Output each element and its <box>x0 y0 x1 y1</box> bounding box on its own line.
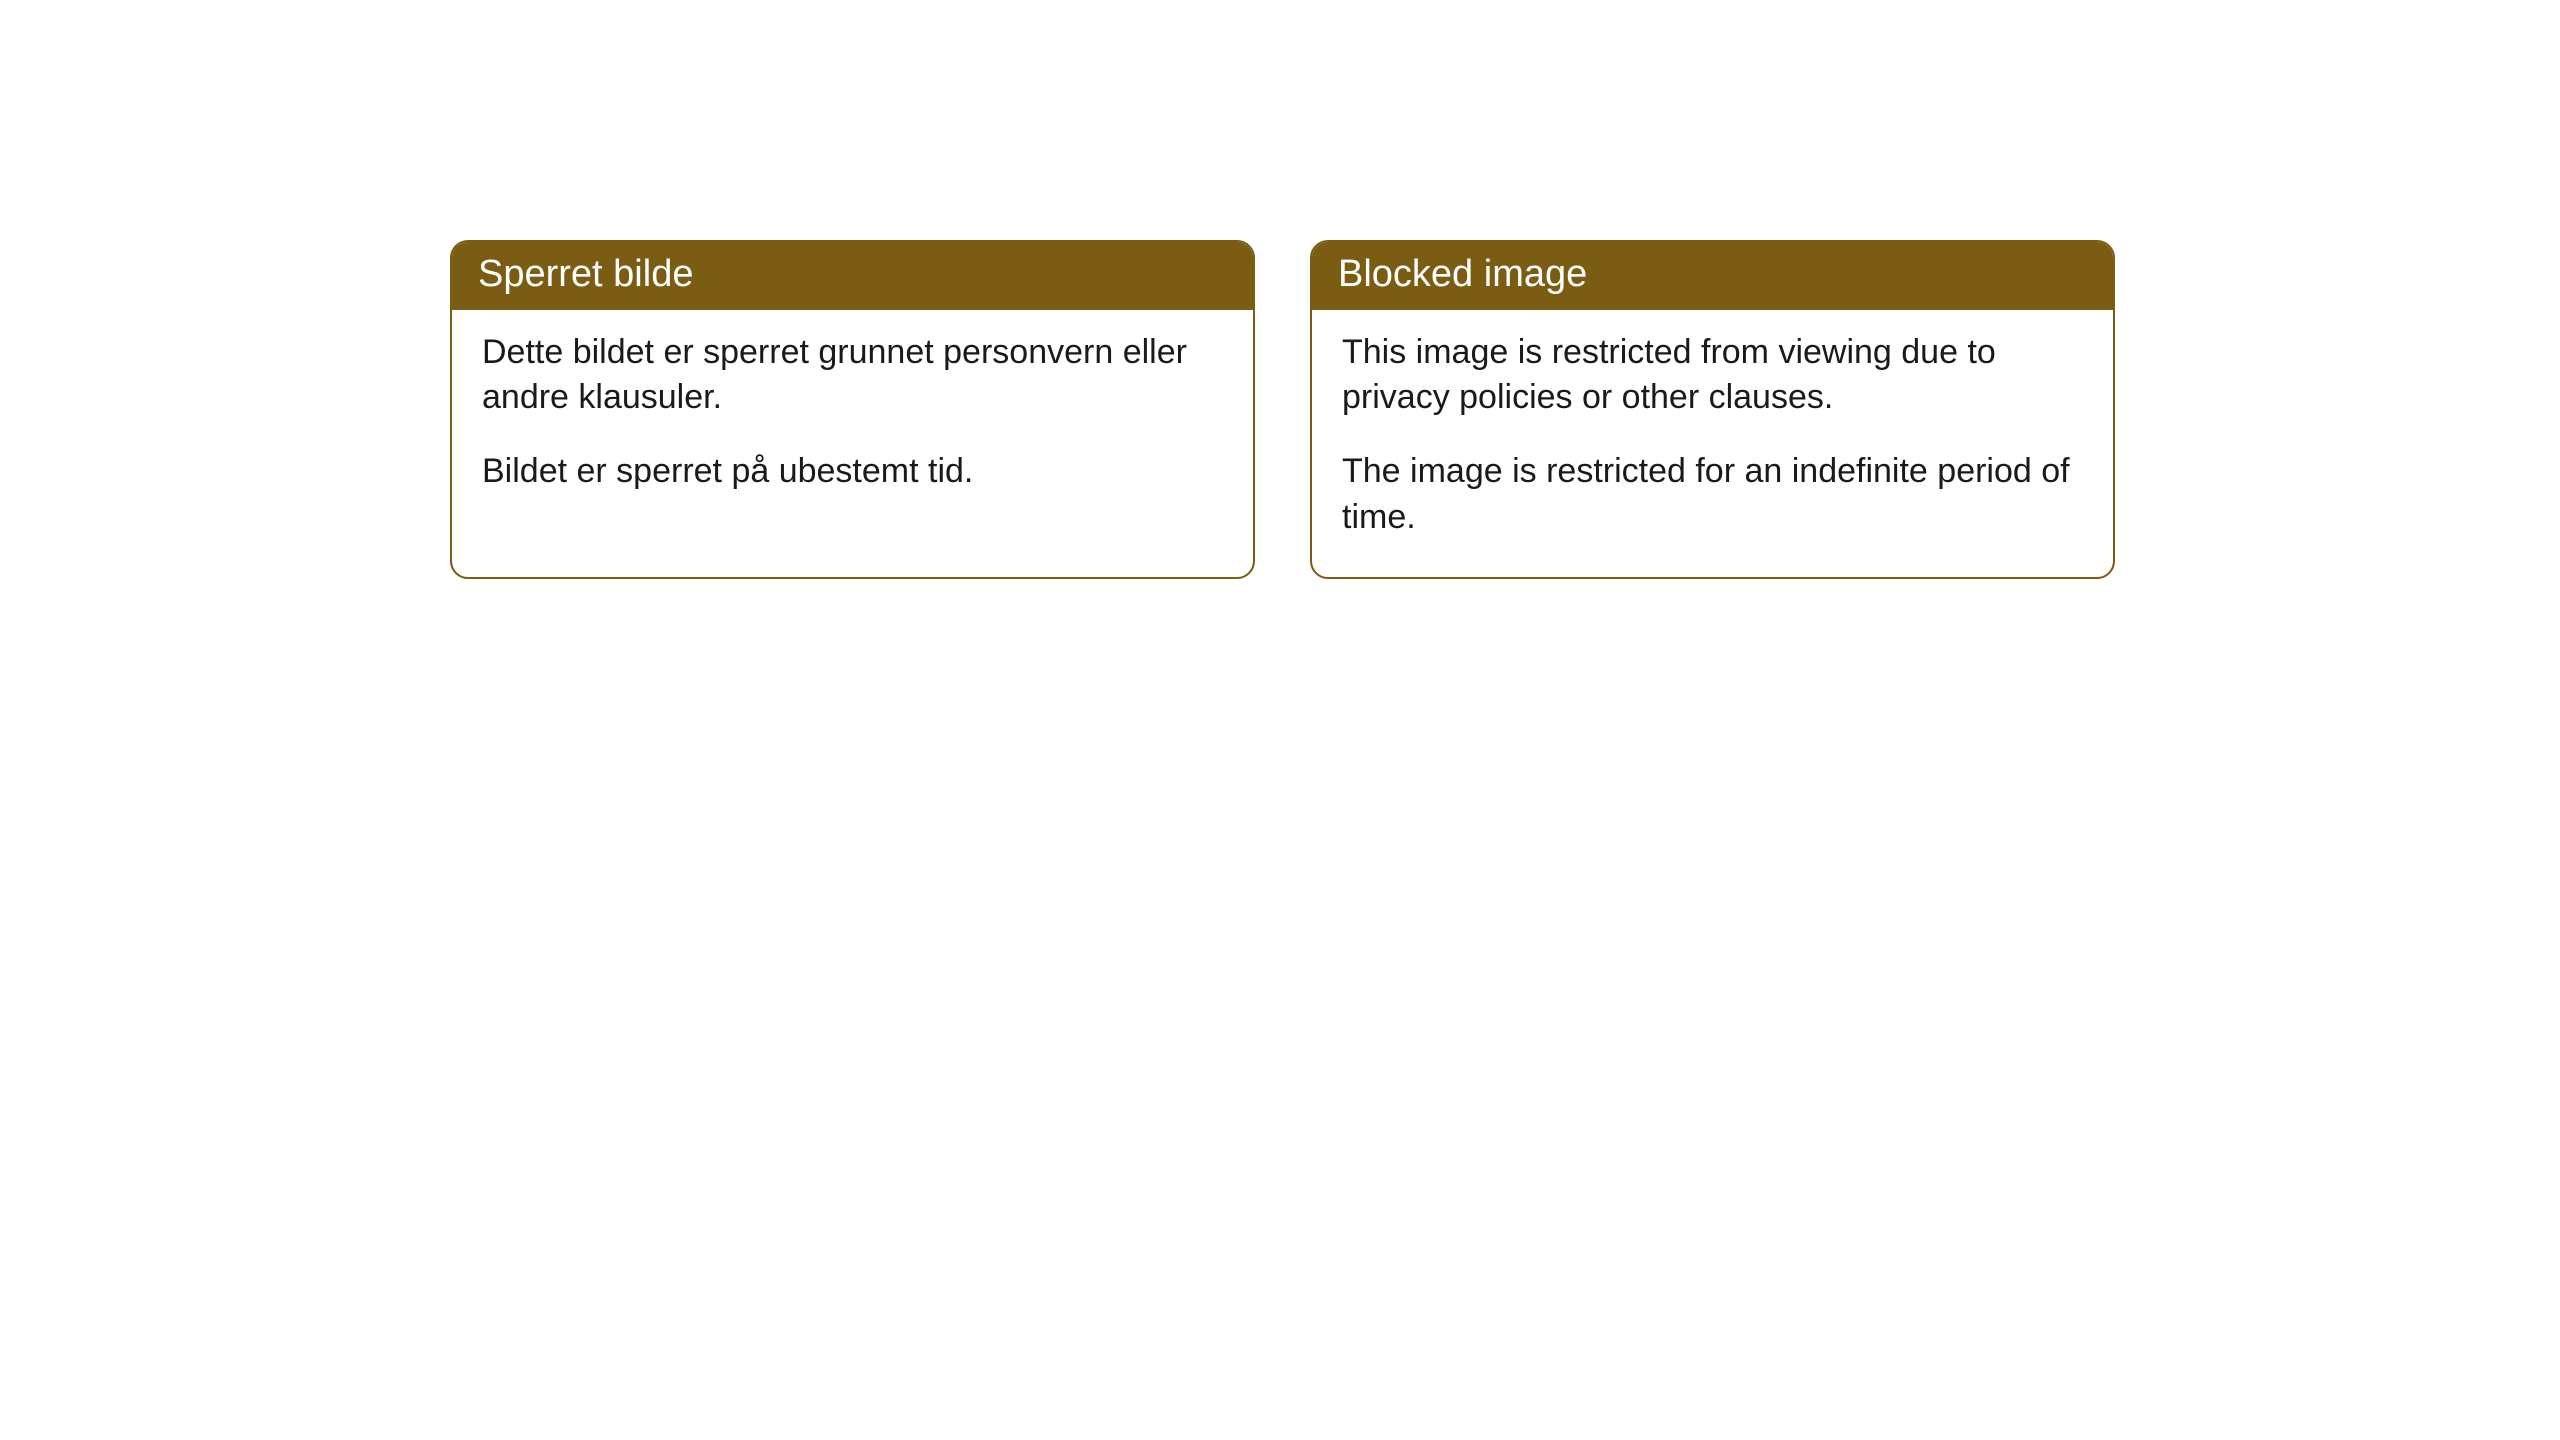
notice-card-norwegian: Sperret bilde Dette bildet er sperret gr… <box>450 240 1255 579</box>
notice-card-english: Blocked image This image is restricted f… <box>1310 240 2115 579</box>
card-paragraph: Dette bildet er sperret grunnet personve… <box>482 330 1223 422</box>
card-header: Blocked image <box>1312 242 2113 310</box>
card-body: This image is restricted from viewing du… <box>1312 310 2113 578</box>
card-paragraph: This image is restricted from viewing du… <box>1342 330 2083 422</box>
card-title: Sperret bilde <box>478 253 693 295</box>
card-paragraph: The image is restricted for an indefinit… <box>1342 449 2083 541</box>
card-paragraph: Bildet er sperret på ubestemt tid. <box>482 449 1223 495</box>
card-header: Sperret bilde <box>452 242 1253 310</box>
notice-cards-container: Sperret bilde Dette bildet er sperret gr… <box>450 240 2115 579</box>
card-title: Blocked image <box>1338 253 1587 295</box>
card-body: Dette bildet er sperret grunnet personve… <box>452 310 1253 532</box>
